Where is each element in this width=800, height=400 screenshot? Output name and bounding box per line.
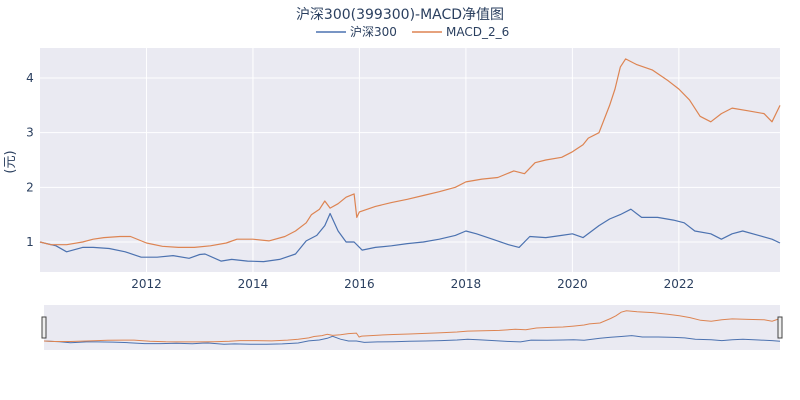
plot-background — [40, 48, 780, 272]
series-line-1 — [39, 58, 781, 248]
x-axis: 2012 2014 2016 2018 2020 2022 — [131, 277, 694, 291]
x-tick-label: 2020 — [557, 277, 588, 291]
x-tick-label: 2014 — [238, 277, 269, 291]
range-slider-left-handle[interactable] — [41, 316, 47, 339]
y-axis-label: (元) — [3, 150, 18, 173]
y-tick-label: 2 — [26, 180, 34, 194]
y-tick-label: 1 — [26, 235, 34, 249]
x-tick-label: 2022 — [664, 277, 695, 291]
chart-title: 沪深300(399300)-MACD净值图 — [296, 7, 504, 23]
legend-item-0[interactable]: 沪深300 — [316, 25, 397, 39]
y-tick-label: 4 — [26, 71, 34, 85]
x-tick-label: 2018 — [451, 277, 482, 291]
legend-label-1: MACD_2_6 — [446, 25, 509, 39]
x-tick-label: 2016 — [344, 277, 375, 291]
range-slider-series-line-1 — [43, 310, 781, 343]
plot-lines — [39, 58, 781, 263]
y-tick-label: 3 — [26, 126, 34, 140]
range-slider-right-handle[interactable] — [777, 316, 783, 339]
series-line-0 — [39, 208, 781, 263]
grid — [40, 48, 780, 272]
range-slider-series-line-0 — [43, 335, 781, 345]
x-tick-label: 2012 — [131, 277, 162, 291]
legend-label-0: 沪深300 — [350, 25, 397, 39]
range-slider[interactable] — [41, 305, 783, 350]
legend[interactable]: 沪深300 MACD_2_6 — [316, 25, 509, 39]
range-slider-lines — [43, 310, 781, 345]
y-axis: 1 2 3 4 — [26, 71, 34, 249]
legend-item-1[interactable]: MACD_2_6 — [412, 25, 509, 39]
range-slider-background — [44, 305, 780, 350]
